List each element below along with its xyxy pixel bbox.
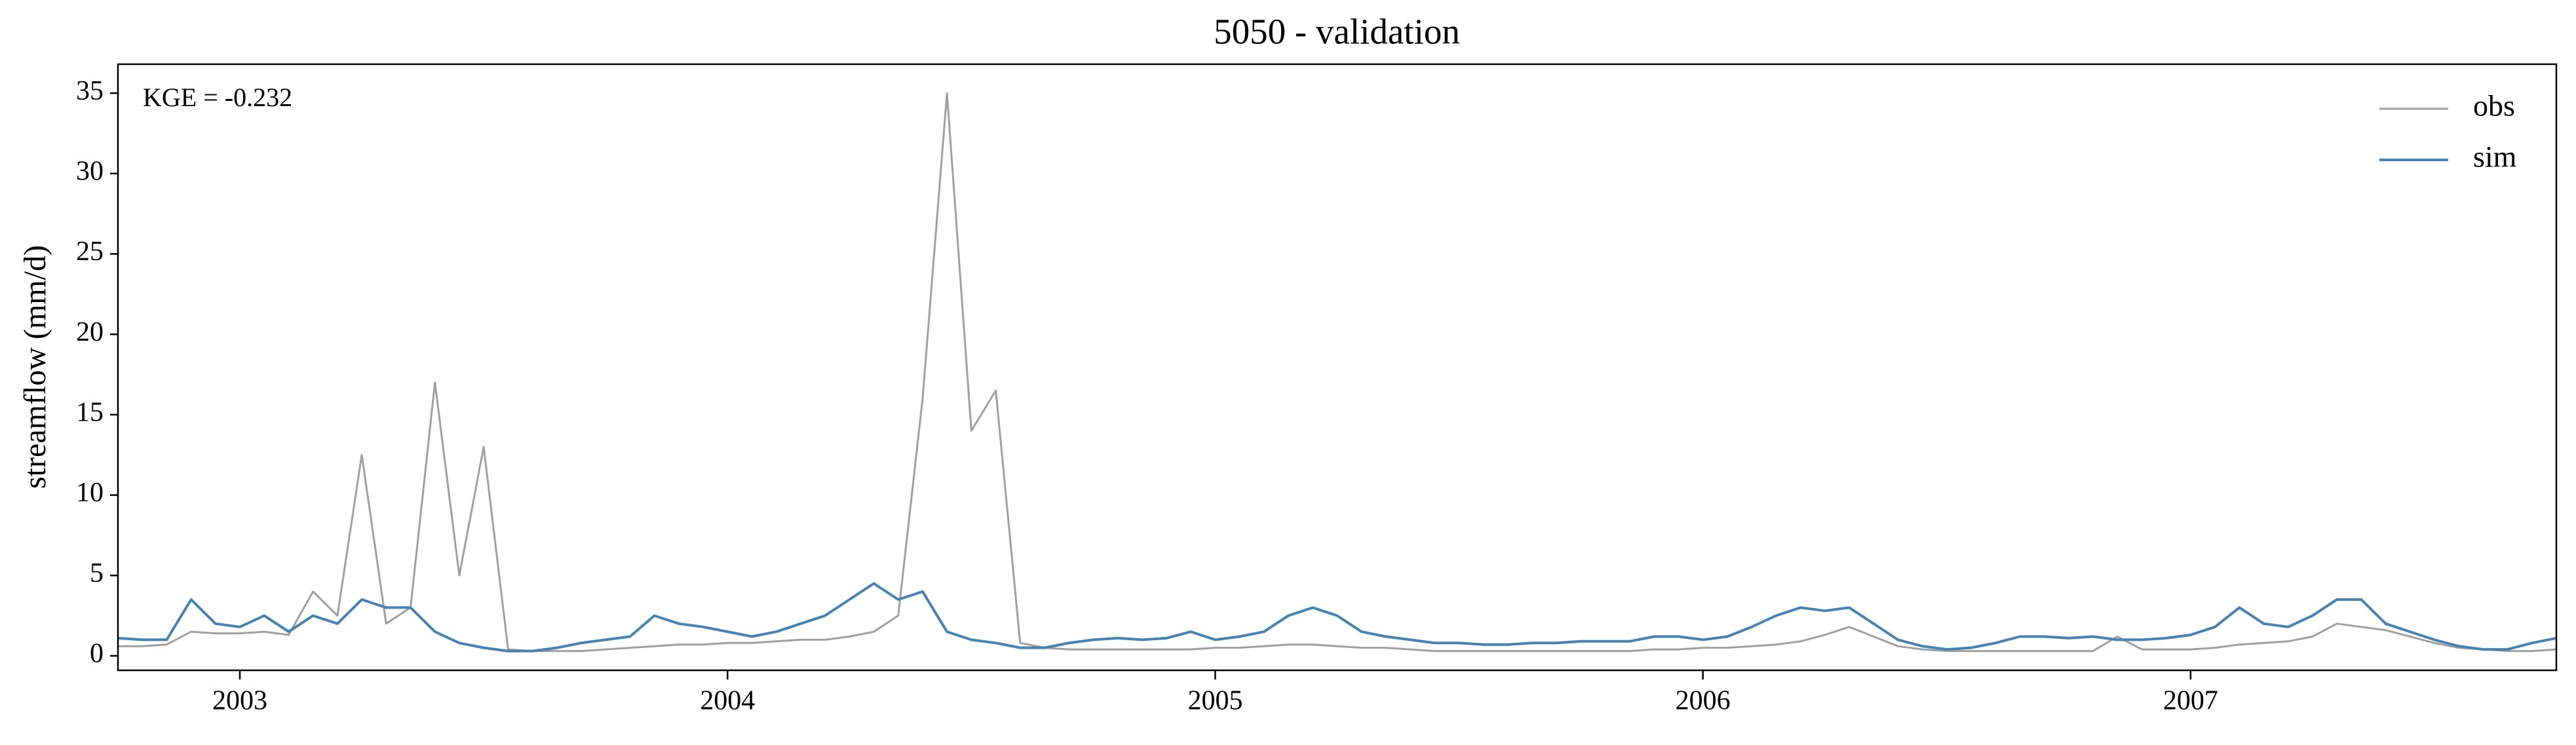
x-tick-label: 2005 — [1187, 686, 1242, 716]
legend-label: sim — [2473, 140, 2517, 174]
x-tick-label: 2006 — [1676, 686, 1731, 716]
x-tick-label: 2004 — [700, 686, 755, 716]
y-tick-label: 10 — [76, 478, 104, 508]
y-tick-label: 35 — [76, 76, 104, 106]
y-tick-label: 0 — [90, 639, 104, 669]
y-tick-label: 5 — [90, 558, 104, 588]
annotation: KGE = -0.232 — [143, 83, 292, 112]
y-tick-label: 20 — [76, 317, 104, 347]
y-tick-label: 15 — [76, 398, 104, 428]
y-axis-label: streamflow (mm/d) — [18, 245, 52, 489]
x-tick-label: 2007 — [2163, 686, 2218, 716]
series-line — [117, 582, 2557, 653]
y-tick-label: 25 — [76, 237, 104, 267]
legend-label: obs — [2473, 89, 2515, 123]
y-tick-label: 30 — [76, 156, 104, 186]
chart-title: 5050 - validation — [1214, 12, 1460, 52]
series-line — [118, 92, 2557, 653]
plot-frame — [117, 63, 2558, 672]
x-tick-label: 2003 — [212, 686, 267, 716]
